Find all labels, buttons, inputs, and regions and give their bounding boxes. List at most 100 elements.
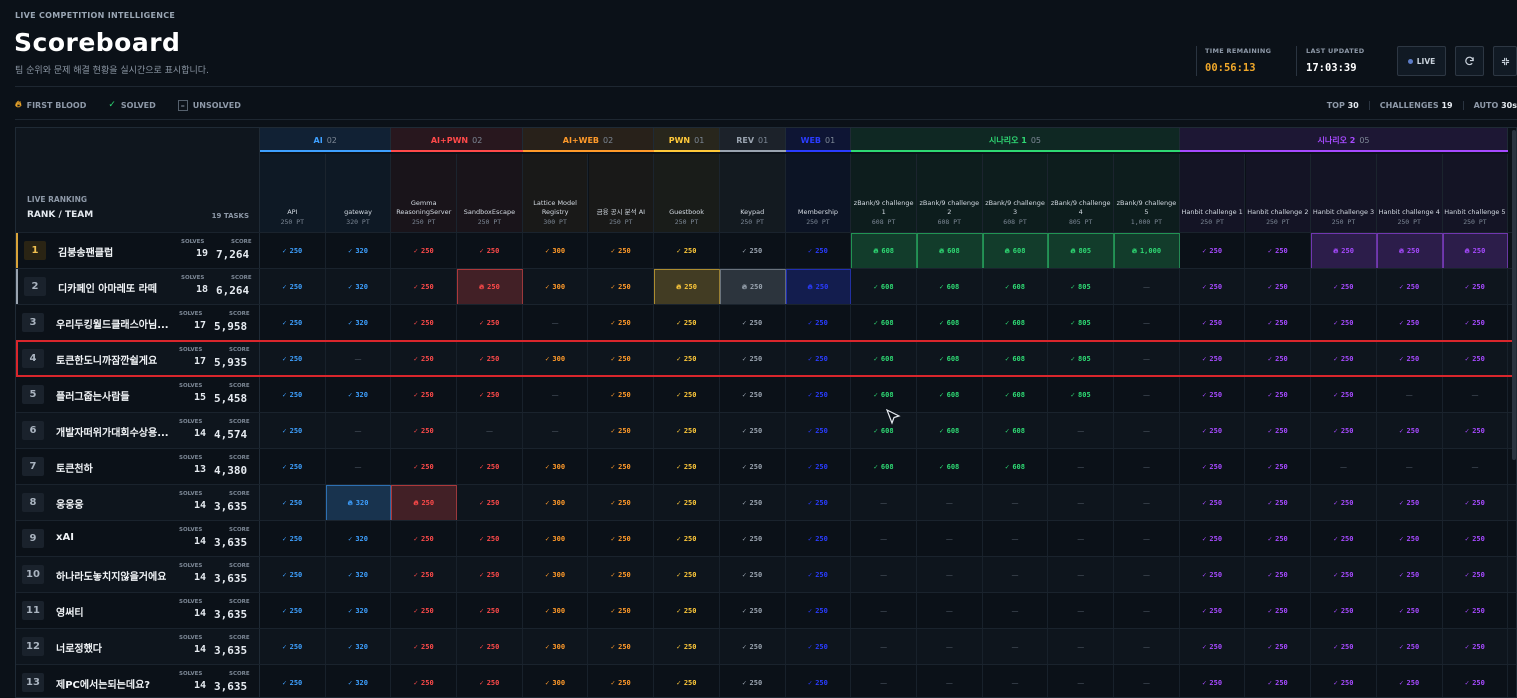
solved-cell[interactable]: ✓ 608	[983, 377, 1049, 413]
team-cell[interactable]: 13 제PC에서는되는데요? SOLVES SCORE 14 3,635	[16, 665, 260, 697]
solved-cell[interactable]: ✓ 250	[589, 305, 655, 341]
unsolved-cell[interactable]: —	[1048, 413, 1115, 449]
solved-cell[interactable]: ✓ 250	[1246, 629, 1312, 665]
unsolved-cell[interactable]: —	[917, 521, 983, 557]
table-row[interactable]: 10 하나라도놓치지않을거에요 SOLVES SCORE 14 3,635 ✓ 250 ✓ 320…	[16, 556, 1516, 593]
unsolved-cell[interactable]: —	[1443, 377, 1509, 413]
table-row[interactable]: 6 개발자떠위가대회수상용... SOLVES SCORE 14 4,574 ✓ 250— ✓ 2…	[16, 412, 1516, 449]
task-header[interactable]: zBank/9 challenge 3 608 PT	[982, 154, 1049, 232]
team-name[interactable]: 김붕송팬클럽	[58, 248, 114, 259]
task-header[interactable]: Guestbook 250 PT	[654, 154, 720, 232]
team-name[interactable]: 웅웅웅	[56, 500, 84, 511]
solved-cell[interactable]: ✓ 250	[654, 413, 720, 449]
solved-cell[interactable]: ✓ 805	[1048, 305, 1115, 341]
solved-cell[interactable]: ✓ 250	[1443, 521, 1509, 557]
solved-cell[interactable]: ✓ 250	[260, 557, 326, 593]
solved-cell[interactable]: ✓ 608	[983, 305, 1049, 341]
solved-cell[interactable]: ✓ 250	[786, 305, 852, 341]
solved-cell[interactable]: ✓ 250	[654, 449, 720, 485]
solved-cell[interactable]: ✓ 608	[917, 449, 983, 485]
unsolved-cell[interactable]: —	[1311, 449, 1377, 485]
solved-cell[interactable]: ✓ 805	[1048, 269, 1115, 305]
unsolved-cell[interactable]: —	[1114, 485, 1180, 521]
solved-cell[interactable]: ✓ 250	[1180, 305, 1246, 341]
solved-cell[interactable]: ✓ 250	[786, 449, 852, 485]
solved-cell[interactable]: ✓ 320	[326, 233, 392, 269]
unsolved-cell[interactable]: —	[983, 557, 1049, 593]
solved-cell[interactable]: ✓ 608	[851, 377, 917, 413]
team-cell[interactable]: 4 토큰한도니까잠깐쉴게요 SOLVES SCORE 17 5,935	[16, 341, 260, 377]
team-name[interactable]: 토큰한도니까잠깐쉴게요	[56, 356, 158, 367]
task-header[interactable]: zBank/9 challenge 4 805 PT	[1048, 154, 1115, 232]
unsolved-cell[interactable]: —	[983, 521, 1049, 557]
unsolved-cell[interactable]: —	[1048, 665, 1115, 697]
task-header[interactable]: Gemma ReasoningServer 250 PT	[391, 154, 458, 232]
team-name[interactable]: 우리두킹월드클래스아님...	[56, 320, 169, 331]
solved-cell[interactable]: ✓ 608	[851, 413, 917, 449]
team-name[interactable]: 플러그줍는사람들	[56, 392, 130, 403]
first-blood-cell[interactable]: 🔥︎ 805	[1048, 233, 1115, 269]
solved-cell[interactable]: ✓ 250	[260, 413, 326, 449]
solved-cell[interactable]: ✓ 250	[391, 413, 458, 449]
unsolved-cell[interactable]: —	[983, 665, 1049, 697]
solved-cell[interactable]: ✓ 250	[1443, 413, 1509, 449]
solved-cell[interactable]: ✓ 250	[654, 305, 720, 341]
unsolved-cell[interactable]: —	[1114, 521, 1180, 557]
solved-cell[interactable]: ✓ 608	[917, 305, 983, 341]
solved-cell[interactable]: ✓ 250	[457, 233, 523, 269]
solved-cell[interactable]: ✓ 320	[326, 377, 392, 413]
solved-cell[interactable]: ✓ 608	[983, 269, 1049, 305]
solved-cell[interactable]: ✓ 250	[260, 449, 326, 485]
team-name[interactable]: 하나라도놓치지않을거에요	[56, 572, 167, 583]
solved-cell[interactable]: ✓ 250	[1246, 593, 1312, 629]
unsolved-cell[interactable]: —	[983, 485, 1049, 521]
solved-cell[interactable]: ✓ 250	[1311, 629, 1377, 665]
solved-cell[interactable]: ✓ 250	[391, 629, 458, 665]
solved-cell[interactable]: ✓ 300	[523, 269, 589, 305]
solved-cell[interactable]: ✓ 250	[260, 269, 326, 305]
solved-cell[interactable]: ✓ 250	[260, 377, 326, 413]
solved-cell[interactable]: ✓ 250	[457, 485, 523, 521]
solved-cell[interactable]: ✓ 320	[326, 521, 392, 557]
solved-cell[interactable]: ✓ 250	[1377, 341, 1443, 377]
unsolved-cell[interactable]: —	[851, 521, 917, 557]
solved-cell[interactable]: ✓ 300	[523, 449, 589, 485]
solved-cell[interactable]: ✓ 250	[720, 341, 786, 377]
solved-cell[interactable]: ✓ 250	[1311, 665, 1377, 697]
solved-cell[interactable]: ✓ 250	[391, 593, 458, 629]
first-blood-cell[interactable]: 🔥︎ 608	[982, 233, 1049, 269]
first-blood-cell[interactable]: 🔥︎ 250	[1442, 233, 1509, 269]
solved-cell[interactable]: ✓ 250	[720, 557, 786, 593]
solved-cell[interactable]: ✓ 320	[326, 269, 392, 305]
unsolved-cell[interactable]: —	[1114, 629, 1180, 665]
solved-cell[interactable]: ✓ 250	[1180, 665, 1246, 697]
solved-cell[interactable]: ✓ 608	[851, 269, 917, 305]
unsolved-cell[interactable]: —	[851, 629, 917, 665]
solved-cell[interactable]: ✓ 250	[391, 449, 458, 485]
solved-cell[interactable]: ✓ 250	[1180, 449, 1246, 485]
solved-cell[interactable]: ✓ 250	[260, 341, 326, 377]
solved-cell[interactable]: ✓ 250	[589, 341, 655, 377]
solved-cell[interactable]: ✓ 250	[589, 449, 655, 485]
task-header[interactable]: Hanbit challenge 1 250 PT	[1179, 154, 1246, 232]
solved-cell[interactable]: ✓ 250	[1377, 485, 1443, 521]
unsolved-cell[interactable]: —	[917, 557, 983, 593]
task-header[interactable]: Lattice Model Registry 300 PT	[522, 154, 589, 232]
unsolved-cell[interactable]: —	[917, 629, 983, 665]
solved-cell[interactable]: ✓ 250	[654, 665, 720, 697]
solved-cell[interactable]: ✓ 608	[851, 449, 917, 485]
solved-cell[interactable]: ✓ 250	[589, 629, 655, 665]
solved-cell[interactable]: ✓ 250	[720, 449, 786, 485]
unsolved-cell[interactable]: —	[1443, 449, 1509, 485]
solved-cell[interactable]: ✓ 250	[589, 557, 655, 593]
first-blood-cell[interactable]: 🔥︎ 250	[1311, 233, 1377, 269]
solved-cell[interactable]: ✓ 250	[457, 449, 523, 485]
solved-cell[interactable]: ✓ 250	[1180, 377, 1246, 413]
solved-cell[interactable]: ✓ 250	[1311, 305, 1377, 341]
solved-cell[interactable]: ✓ 250	[260, 665, 326, 697]
solved-cell[interactable]: ✓ 250	[1246, 665, 1312, 697]
unsolved-cell[interactable]: —	[1377, 377, 1443, 413]
team-name[interactable]: xAI	[56, 532, 74, 543]
team-cell[interactable]: 6 개발자떠위가대회수상용... SOLVES SCORE 14 4,574	[16, 413, 260, 449]
solved-cell[interactable]: ✓ 250	[589, 233, 655, 269]
